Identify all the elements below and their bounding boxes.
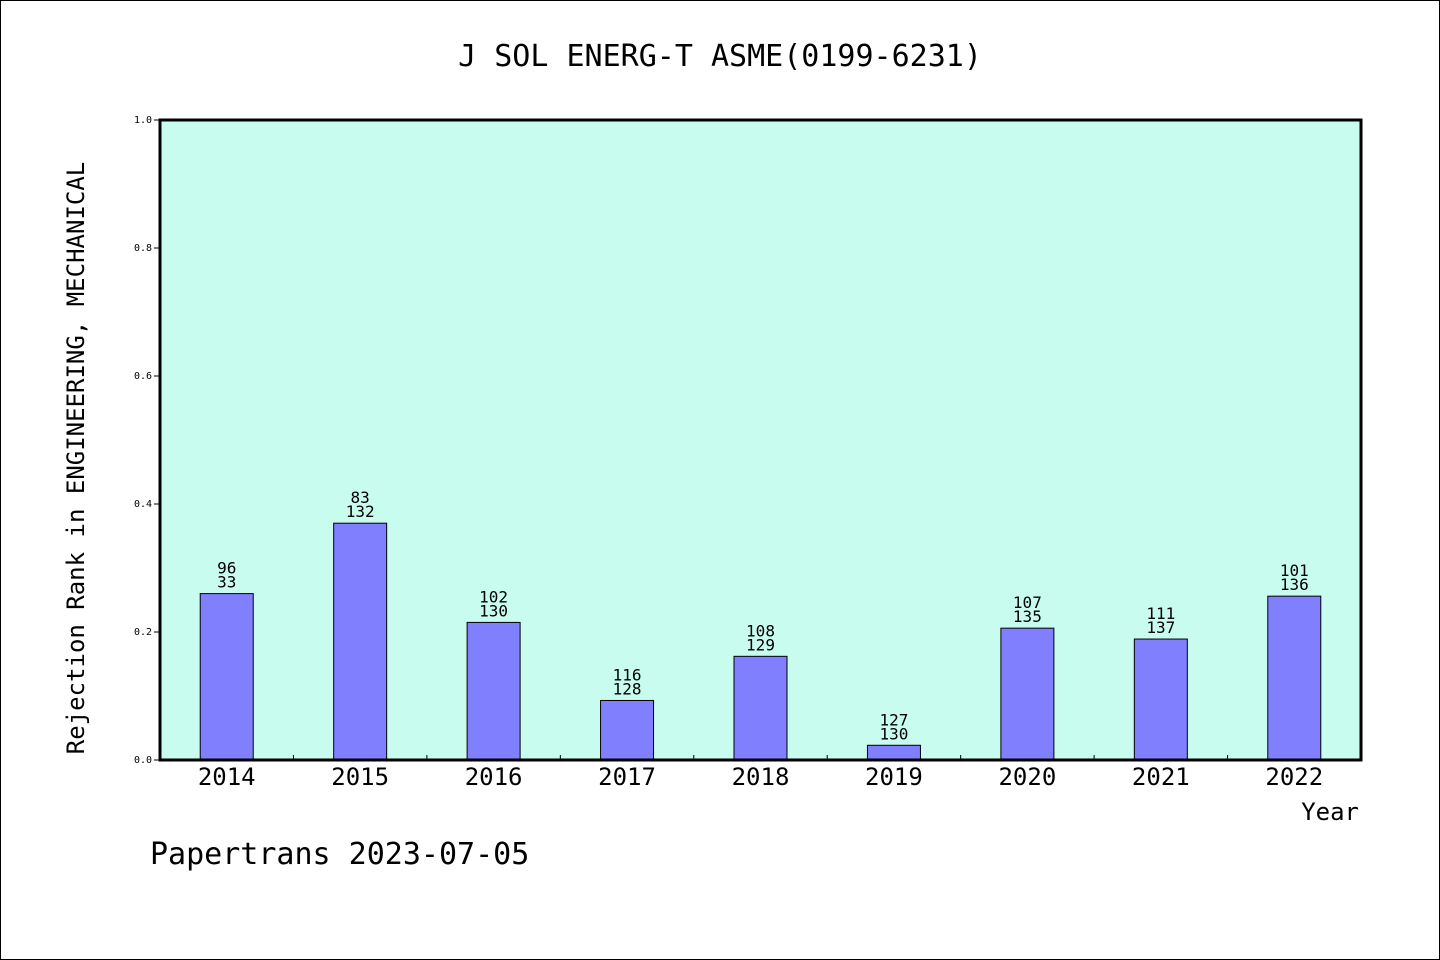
bar-rank-label-2019: 127 bbox=[879, 710, 908, 729]
x-tick-label-2022: 2022 bbox=[1265, 763, 1323, 791]
footer-text: Papertrans 2023-07-05 bbox=[150, 837, 529, 872]
bar-2016 bbox=[466, 621, 521, 761]
x-axis-label: Year bbox=[1301, 798, 1359, 826]
bar-rank-label-2014: 96 bbox=[217, 559, 236, 578]
bar-2014 bbox=[199, 593, 254, 761]
bar-total-label-2014: 33 bbox=[217, 573, 236, 592]
bar-rank-label-2020: 107 bbox=[1013, 593, 1042, 612]
x-tick-label-2020: 2020 bbox=[998, 763, 1056, 791]
bar-total-label-2020: 135 bbox=[1013, 607, 1042, 626]
x-tick-label-2019: 2019 bbox=[865, 763, 923, 791]
bar-total-label-2017: 128 bbox=[613, 679, 642, 698]
bar-total-label-2021: 137 bbox=[1146, 618, 1175, 637]
y-tick-label: 0.2 bbox=[134, 627, 152, 638]
bar-rank-label-2021: 111 bbox=[1146, 604, 1175, 623]
x-tick-label-2016: 2016 bbox=[465, 763, 523, 791]
plot-border bbox=[158, 118, 1363, 762]
x-tick-label-2014: 2014 bbox=[198, 763, 256, 791]
bar-total-label-2015: 132 bbox=[346, 502, 375, 521]
bar-2021 bbox=[1133, 638, 1188, 761]
bar-2020 bbox=[1000, 627, 1055, 761]
x-tick-label-2018: 2018 bbox=[732, 763, 790, 791]
y-tick-label: 0.0 bbox=[134, 755, 152, 766]
bar-rank-label-2022: 101 bbox=[1280, 561, 1309, 580]
bar-total-label-2022: 136 bbox=[1280, 575, 1309, 594]
bar-rank-label-2018: 108 bbox=[746, 621, 775, 640]
bar-2017 bbox=[600, 699, 655, 761]
x-tick-label-2021: 2021 bbox=[1132, 763, 1190, 791]
x-tick-label-2015: 2015 bbox=[331, 763, 389, 791]
chart-title: J SOL ENERG-T ASME(0199-6231) bbox=[458, 39, 982, 74]
y-tick-label: 0.8 bbox=[134, 243, 152, 254]
bar-2022 bbox=[1267, 595, 1322, 761]
y-axis-label: Rejection Rank in ENGINEERING, MECHANICA… bbox=[62, 162, 90, 754]
bar-rank-label-2015: 83 bbox=[351, 488, 370, 507]
y-ticks-group: 0.0 0.2 0.4 0.6 0.8 1.0 bbox=[134, 115, 160, 766]
bar-2015 bbox=[333, 522, 388, 761]
y-tick-label: 0.6 bbox=[134, 371, 152, 382]
x-ticks-group: 2014 2015 2016 2017 2018 2019 2020 2021 2022 bbox=[198, 755, 1323, 791]
bar-2018 bbox=[733, 655, 788, 761]
bar-2019 bbox=[866, 744, 921, 761]
bar-total-label-2016: 130 bbox=[479, 601, 508, 620]
bar-total-label-2018: 129 bbox=[746, 635, 775, 654]
bar-rank-label-2016: 102 bbox=[479, 587, 508, 606]
bar-total-label-2019: 130 bbox=[879, 724, 908, 743]
x-tick-label-2017: 2017 bbox=[598, 763, 656, 791]
y-tick-label: 1.0 bbox=[134, 115, 152, 126]
y-tick-label: 0.4 bbox=[134, 499, 152, 510]
bar-rank-label-2017: 116 bbox=[613, 665, 642, 684]
bars-group bbox=[199, 522, 1322, 761]
